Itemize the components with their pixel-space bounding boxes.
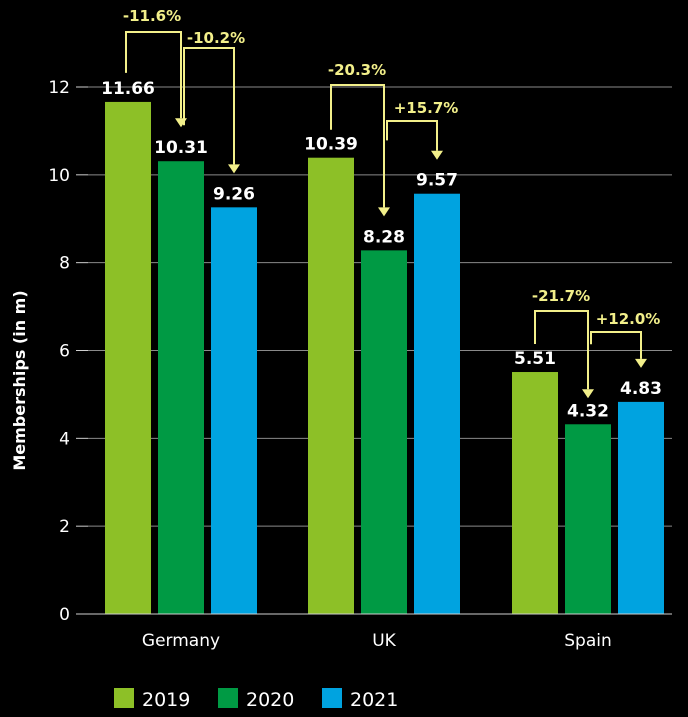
- change-label: -20.3%: [328, 61, 386, 79]
- change-label: -11.6%: [123, 7, 181, 25]
- value-label: 10.31: [154, 138, 208, 158]
- bar-2019-spain: [512, 372, 558, 614]
- change-bracket: [125, 31, 182, 119]
- category-label: UK: [372, 631, 396, 651]
- y-tick-label: 6: [59, 342, 70, 362]
- y-tick-label: 12: [48, 78, 70, 98]
- bar-2021-spain: [618, 401, 664, 614]
- category-label: Germany: [142, 631, 220, 651]
- value-label: 5.51: [514, 349, 556, 369]
- arrow-head: [378, 207, 390, 217]
- change-label: +15.7%: [394, 99, 459, 117]
- bar-2019-germany: [105, 101, 151, 615]
- bar-2020-spain: [565, 424, 611, 614]
- value-label: 11.66: [101, 79, 155, 99]
- value-label: 4.32: [567, 401, 609, 421]
- y-tick-label: 4: [59, 429, 70, 449]
- change-bracket: [590, 331, 642, 359]
- y-tick-label: 0: [59, 605, 70, 625]
- arrow-head: [582, 389, 594, 399]
- category-label: Spain: [564, 631, 612, 651]
- legend-swatch-2019: [114, 688, 134, 708]
- legend-swatch-2021: [322, 688, 342, 708]
- arrow-head: [635, 358, 647, 368]
- value-label: 8.28: [363, 227, 405, 247]
- y-tick-label: 10: [48, 166, 70, 186]
- bar-2019-uk: [308, 157, 354, 615]
- value-label: 9.26: [213, 184, 255, 204]
- legend-swatch-2020: [218, 688, 238, 708]
- arrow-head: [228, 164, 240, 174]
- arrow-head: [431, 150, 443, 160]
- bar-2021-uk: [414, 193, 460, 614]
- change-bracket: [386, 120, 438, 151]
- change-bracket: [534, 310, 589, 390]
- bar-2021-germany: [211, 207, 257, 614]
- value-label: 10.39: [304, 135, 358, 155]
- change-bracket: [183, 47, 235, 165]
- change-label: -21.7%: [532, 287, 590, 305]
- y-tick-label: 8: [59, 254, 70, 274]
- value-label: 4.83: [620, 379, 662, 399]
- bar-2020-germany: [158, 161, 204, 614]
- legend: 2019 2020 2021: [114, 688, 398, 711]
- bars: [105, 101, 664, 615]
- legend-label: 2020: [246, 689, 294, 711]
- y-axis-ticks: 0 2 4 6 8 10 12: [48, 78, 88, 625]
- legend-label: 2021: [350, 689, 398, 711]
- change-bracket: [330, 84, 385, 208]
- arrow-head: [175, 118, 187, 128]
- legend-label: 2019: [142, 689, 190, 711]
- change-annotations: -11.6% -10.2% -20.3% +15.7% -21.7% +12.0%: [123, 7, 661, 399]
- y-axis-label: Memberships (in m): [10, 290, 29, 470]
- value-label: 9.57: [416, 171, 458, 191]
- y-tick-label: 2: [59, 517, 70, 537]
- bar-2020-uk: [361, 250, 407, 614]
- value-labels: 11.66 10.31 9.26 10.39 8.28 9.57 5.51 4.32 4.83: [101, 79, 662, 421]
- change-label: -10.2%: [187, 29, 245, 47]
- x-axis-categories: Germany UK Spain: [142, 631, 612, 651]
- change-label: +12.0%: [596, 310, 661, 328]
